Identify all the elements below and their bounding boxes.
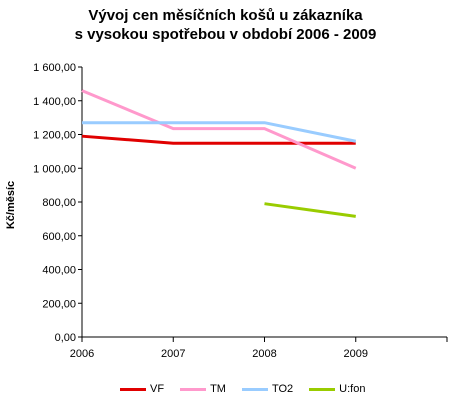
series-line-tm bbox=[81, 89, 357, 170]
series-line-u-fon bbox=[264, 202, 356, 218]
chart-axes bbox=[81, 67, 447, 338]
x-tick-label: 2007 bbox=[161, 348, 185, 360]
legend-label: U:fon bbox=[339, 383, 366, 395]
legend-swatch bbox=[241, 387, 268, 391]
series-line-to2 bbox=[82, 121, 357, 143]
chart-series bbox=[81, 89, 357, 218]
legend-item-vf: VF bbox=[120, 383, 164, 395]
legend-swatch bbox=[180, 387, 207, 391]
y-axis-ticks: 0,00 200,00 400,00 600,00 800,00 1 000,00 1 20… bbox=[33, 62, 82, 344]
y-axis-label: Kč/měsíc bbox=[5, 181, 17, 229]
chart-title-line-1: Vývoj cen měsíčních košů u zákazníka bbox=[88, 7, 363, 24]
y-tick-label: 400,00 bbox=[42, 265, 76, 277]
legend-item-u-fon: U:fon bbox=[309, 383, 365, 395]
x-axis-ticks: 2006 2007 2008 2009 bbox=[70, 337, 448, 360]
y-tick-label: 0,00 bbox=[55, 332, 76, 344]
series-line-vf bbox=[81, 134, 356, 145]
legend-label: VF bbox=[150, 383, 165, 395]
y-tick-label: 1 400,00 bbox=[33, 96, 76, 108]
x-tick-label: 2006 bbox=[70, 348, 94, 360]
legend-label: TM bbox=[210, 383, 226, 395]
chart-legend: VF TM TO2 U:fon bbox=[120, 381, 380, 397]
legend-item-to2: TO2 bbox=[241, 383, 294, 395]
y-tick-label: 1 200,00 bbox=[33, 130, 76, 142]
chart-title: Vývoj cen měsíčních košů u zákazníka s v… bbox=[0, 6, 451, 44]
y-tick-label: 200,00 bbox=[42, 298, 76, 310]
legend-swatch bbox=[309, 387, 336, 391]
x-tick-label: 2009 bbox=[344, 348, 368, 360]
y-tick-label: 600,00 bbox=[42, 231, 76, 243]
legend-label: TO2 bbox=[271, 383, 294, 395]
y-tick-label: 800,00 bbox=[42, 197, 76, 209]
y-tick-label: 1 000,00 bbox=[33, 163, 76, 175]
x-tick-label: 2008 bbox=[252, 348, 276, 360]
y-tick-label: 1 600,00 bbox=[33, 62, 76, 74]
legend-item-tm: TM bbox=[180, 383, 226, 395]
legend-swatch bbox=[120, 387, 146, 391]
chart-title-line-2: s vysokou spotřebou v období 2006 - 2009 bbox=[74, 26, 377, 43]
